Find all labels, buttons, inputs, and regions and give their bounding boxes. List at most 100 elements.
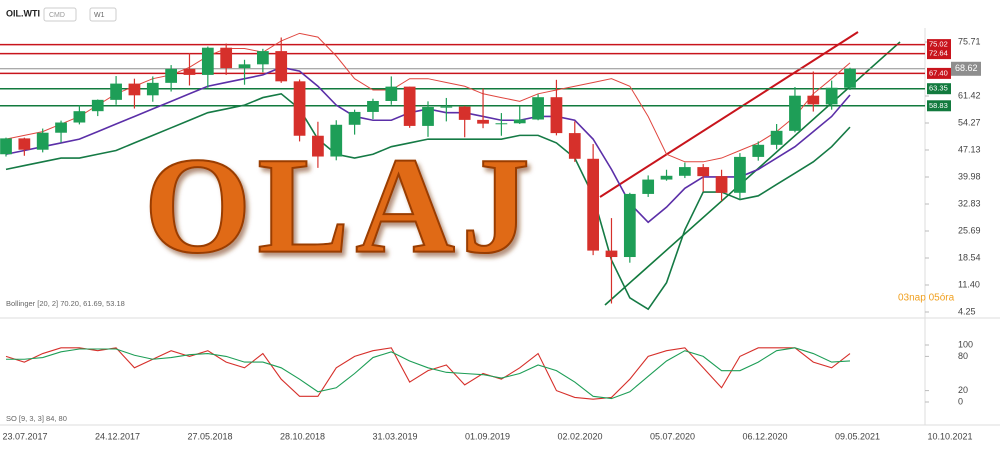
level-label: 75.02 [929, 40, 948, 49]
market: CMD [49, 12, 65, 19]
candle-body [91, 99, 104, 112]
stochastic-line [6, 347, 851, 400]
candle-body [348, 111, 361, 125]
candle-body [587, 158, 600, 251]
candle-body [238, 64, 251, 69]
candle-body [110, 83, 122, 100]
candle-body [183, 68, 196, 75]
stochastic-panel [5, 347, 851, 400]
level-label: 72.64 [929, 49, 948, 58]
market-box [43, 7, 77, 22]
stochastic-legend: SO [9, 3, 3] 84, 80 [6, 414, 67, 423]
candle-body [550, 97, 563, 134]
bollinger-upper [5, 32, 851, 163]
candle-body [605, 250, 618, 258]
candle-body [789, 95, 801, 131]
candle-body [532, 97, 544, 120]
level-label: 58.83 [929, 101, 948, 110]
candle-body [403, 86, 416, 126]
candle-body [477, 119, 489, 124]
y-tick-label: 25.69 [958, 225, 981, 235]
x-tick-label: 23.07.2017 [2, 431, 47, 441]
candle-body [0, 138, 12, 155]
candle-body [734, 156, 746, 193]
candle-body [256, 51, 269, 65]
candle-body [385, 86, 398, 101]
y-tick-label: 75.71 [958, 36, 981, 46]
y-tick-label: 32.83 [958, 198, 981, 208]
last-price-badge [951, 61, 981, 76]
stoch-tick-label: 100 [958, 339, 973, 349]
candle-body [73, 111, 86, 123]
stoch-tick-label: 80 [958, 351, 968, 361]
last-price-label: 68.62 [955, 63, 978, 73]
symbol: OIL.WTI [6, 8, 40, 18]
candle-body [165, 68, 178, 83]
stoch-tick-label: 0 [958, 396, 963, 406]
x-tick-label: 28.10.2018 [280, 431, 325, 441]
y-tick-label: 39.98 [958, 171, 981, 181]
bollinger-lower [5, 92, 851, 311]
y-tick-label: 4.25 [958, 306, 976, 316]
candle-body [678, 167, 691, 176]
candle-body [128, 83, 141, 96]
stochastic-line [5, 347, 851, 400]
candle-body [495, 123, 508, 125]
candle-body [293, 81, 306, 136]
x-tick-label: 01.09.2019 [465, 431, 510, 441]
candle-body [55, 122, 67, 133]
countdown: 03nap 05óra [898, 293, 955, 304]
candle-body [807, 95, 820, 105]
level-label: 67.40 [929, 68, 948, 77]
x-tick-label: 02.02.2020 [557, 431, 602, 441]
watermark: OLAJ [144, 129, 536, 282]
y-tick-label: 18.54 [958, 252, 981, 262]
bollinger-legend: Bollinger [20, 2] 70.20, 61.69, 53.18 [6, 299, 125, 308]
candle-body [440, 106, 453, 108]
candle-body [568, 133, 581, 159]
x-tick-label: 05.07.2020 [650, 431, 695, 441]
timeframe-box [89, 7, 117, 22]
candle-body [146, 82, 159, 96]
candle-body [367, 100, 379, 112]
candle-body [642, 179, 655, 194]
level-badge [927, 100, 951, 112]
candle-body [18, 138, 31, 150]
y-tick-label: 47.13 [958, 144, 981, 154]
candle-body [715, 176, 728, 193]
candle-body [275, 51, 288, 82]
x-tick-label: 31.03.2019 [372, 431, 417, 441]
price-plot [0, 31, 925, 311]
candle-body [697, 167, 710, 177]
level-badge [927, 83, 951, 95]
candle-body [623, 193, 636, 258]
timeframe: W1 [94, 12, 105, 19]
level-badge [927, 39, 951, 51]
candle-body [330, 124, 343, 157]
candle-body [422, 107, 434, 126]
level-label: 63.35 [929, 84, 948, 93]
trendline [599, 31, 859, 198]
candle-body [770, 130, 783, 145]
x-tick-label: 27.05.2018 [187, 431, 232, 441]
y-tick-label: 54.27 [958, 117, 981, 127]
candle-body [201, 47, 214, 75]
x-tick-label: 10.10.2021 [927, 431, 972, 441]
candle-body [752, 144, 765, 157]
candle-body [312, 135, 324, 157]
y-tick-label: 11.40 [958, 279, 980, 289]
x-tick-label: 24.12.2017 [95, 431, 140, 441]
level-badge [927, 67, 951, 79]
candle-body [660, 175, 673, 180]
x-tick-label: 06.12.2020 [742, 431, 787, 441]
level-badge [927, 48, 951, 60]
candle-body [36, 132, 49, 150]
candle-body [220, 47, 233, 69]
candle-body [458, 106, 471, 120]
x-tick-label: 09.05.2021 [835, 431, 880, 441]
y-tick-label: 61.42 [958, 90, 981, 100]
candle-body [825, 87, 838, 105]
candle-body [513, 119, 526, 124]
stoch-tick-label: 20 [958, 385, 968, 395]
